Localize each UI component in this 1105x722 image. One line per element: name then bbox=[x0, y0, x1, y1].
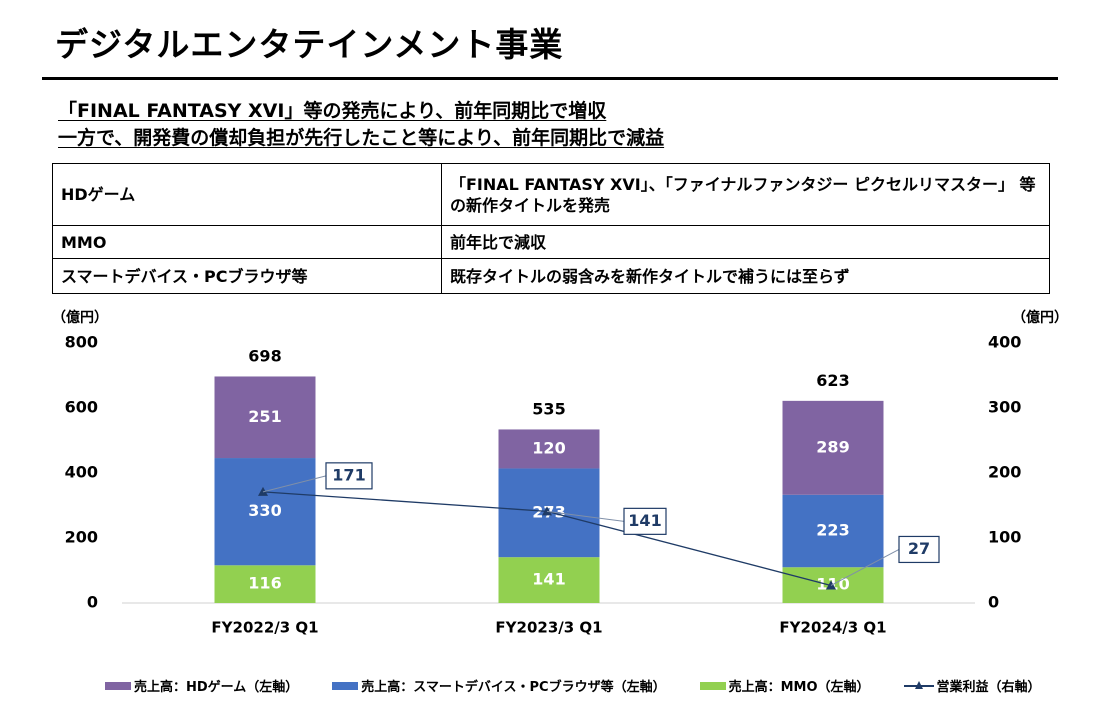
x-tick-label: FY2022/3 Q1 bbox=[211, 619, 318, 637]
bar-segment bbox=[214, 376, 316, 459]
legend-item-hd: 売上高：HDゲーム（左軸） bbox=[105, 676, 298, 695]
table-cell-description: 既存タイトルの弱含みを新作タイトルで補うには至らず bbox=[441, 258, 1050, 294]
bar-segment bbox=[214, 458, 316, 566]
bar-segment bbox=[498, 429, 600, 469]
title-divider bbox=[42, 77, 1058, 80]
y-tick-right: 300 bbox=[988, 398, 1021, 417]
y-tick-left: 600 bbox=[65, 398, 98, 417]
bar-segment bbox=[782, 494, 884, 568]
page-title: デジタルエンタテインメント事業 bbox=[55, 25, 564, 64]
profit-value-label: 27 bbox=[908, 539, 930, 558]
y-tick-left: 800 bbox=[65, 333, 98, 352]
y-tick-right: 100 bbox=[988, 528, 1021, 547]
profit-marker bbox=[542, 506, 552, 516]
profit-callout-leader bbox=[262, 475, 327, 493]
y-tick-left: 200 bbox=[65, 528, 98, 547]
bar-value-label: 330 bbox=[248, 501, 281, 520]
legend-label-hd: 売上高：HDゲーム（左軸） bbox=[134, 680, 299, 695]
y-axis-right-unit: （億円） bbox=[1012, 309, 1068, 326]
profit-callout-leader bbox=[546, 510, 625, 522]
chart-legend: 売上高：HDゲーム（左軸） 売上高：スマートデバイス・PCブラウザ等（左軸） 売… bbox=[105, 676, 1065, 695]
headline-revenue: 「FINAL FANTASY XVI」等の発売により、前年同期比で増収 bbox=[58, 100, 607, 122]
legend-label-smart: 売上高：スマートデバイス・PCブラウザ等（左軸） bbox=[361, 680, 666, 695]
profit-callout-leader bbox=[830, 549, 900, 586]
y-axis-left-unit: （億円） bbox=[52, 309, 108, 326]
y-tick-right: 400 bbox=[988, 333, 1021, 352]
bar-value-label: 289 bbox=[816, 437, 849, 456]
bar-segment bbox=[782, 400, 884, 495]
bar-value-label: 251 bbox=[248, 407, 281, 426]
table-cell-category: スマートデバイス・PCブラウザ等 bbox=[52, 258, 442, 294]
sales-profit-chart: （億円） （億円） 0 200 400 600 800 0 100 200 300 400 116 330… bbox=[52, 309, 1068, 637]
legend-swatch-hd bbox=[105, 681, 131, 690]
profit-value-label: 141 bbox=[628, 511, 661, 530]
profit-callout-box bbox=[898, 535, 940, 564]
table-row: HDゲーム 「FINAL FANTASY XVI」、「ファイナルファンタジー ピ… bbox=[52, 163, 1050, 226]
legend-swatch-smart bbox=[332, 681, 359, 690]
bar-segment bbox=[214, 565, 316, 603]
bar-value-label: 141 bbox=[532, 570, 565, 589]
segment-table: HDゲーム 「FINAL FANTASY XVI」、「ファイナルファンタジー ピ… bbox=[52, 163, 1050, 294]
bar-value-label: 116 bbox=[248, 574, 281, 593]
table-cell-description: 前年比で減収 bbox=[441, 225, 1050, 259]
legend-item-profit: 営業利益（右軸） bbox=[903, 676, 1041, 695]
y-tick-left: 400 bbox=[65, 463, 98, 482]
profit-callout-box bbox=[325, 462, 373, 490]
y-tick-right: 200 bbox=[988, 463, 1021, 482]
bar-total-label: 623 bbox=[816, 371, 849, 390]
legend-item-mmo: 売上高：MMO（左軸） bbox=[699, 676, 870, 695]
bar-value-label: 120 bbox=[532, 438, 565, 457]
bar-total-label: 535 bbox=[532, 400, 565, 419]
legend-label-profit: 営業利益（右軸） bbox=[936, 680, 1041, 695]
x-tick-label: FY2024/3 Q1 bbox=[779, 619, 886, 637]
bar-segment bbox=[498, 557, 600, 603]
headline-profit: 一方で、開発費の償却負担が先行したこと等により、前年同期比で減益 bbox=[58, 127, 665, 149]
y-tick-left: 0 bbox=[87, 593, 98, 612]
legend-item-smart: 売上高：スマートデバイス・PCブラウザ等（左軸） bbox=[332, 676, 666, 695]
table-cell-category: MMO bbox=[52, 225, 442, 259]
legend-label-mmo: 売上高：MMO（左軸） bbox=[728, 680, 870, 695]
table-cell-description: 「FINAL FANTASY XVI」、「ファイナルファンタジー ピクセルリマス… bbox=[441, 163, 1050, 226]
table-row: スマートデバイス・PCブラウザ等 既存タイトルの弱含みを新作タイトルで補うには至… bbox=[52, 258, 1050, 294]
x-tick-label: FY2023/3 Q1 bbox=[495, 619, 602, 637]
table-row: MMO 前年比で減収 bbox=[52, 225, 1050, 259]
profit-value-label: 171 bbox=[332, 465, 365, 484]
table-cell-category: HDゲーム bbox=[52, 163, 442, 226]
bar-total-label: 698 bbox=[248, 347, 281, 366]
profit-callout-box bbox=[623, 507, 667, 535]
legend-swatch-profit bbox=[903, 680, 934, 691]
bar-value-label: 223 bbox=[816, 521, 849, 540]
y-tick-right: 0 bbox=[988, 593, 999, 612]
legend-swatch-mmo bbox=[699, 681, 726, 690]
